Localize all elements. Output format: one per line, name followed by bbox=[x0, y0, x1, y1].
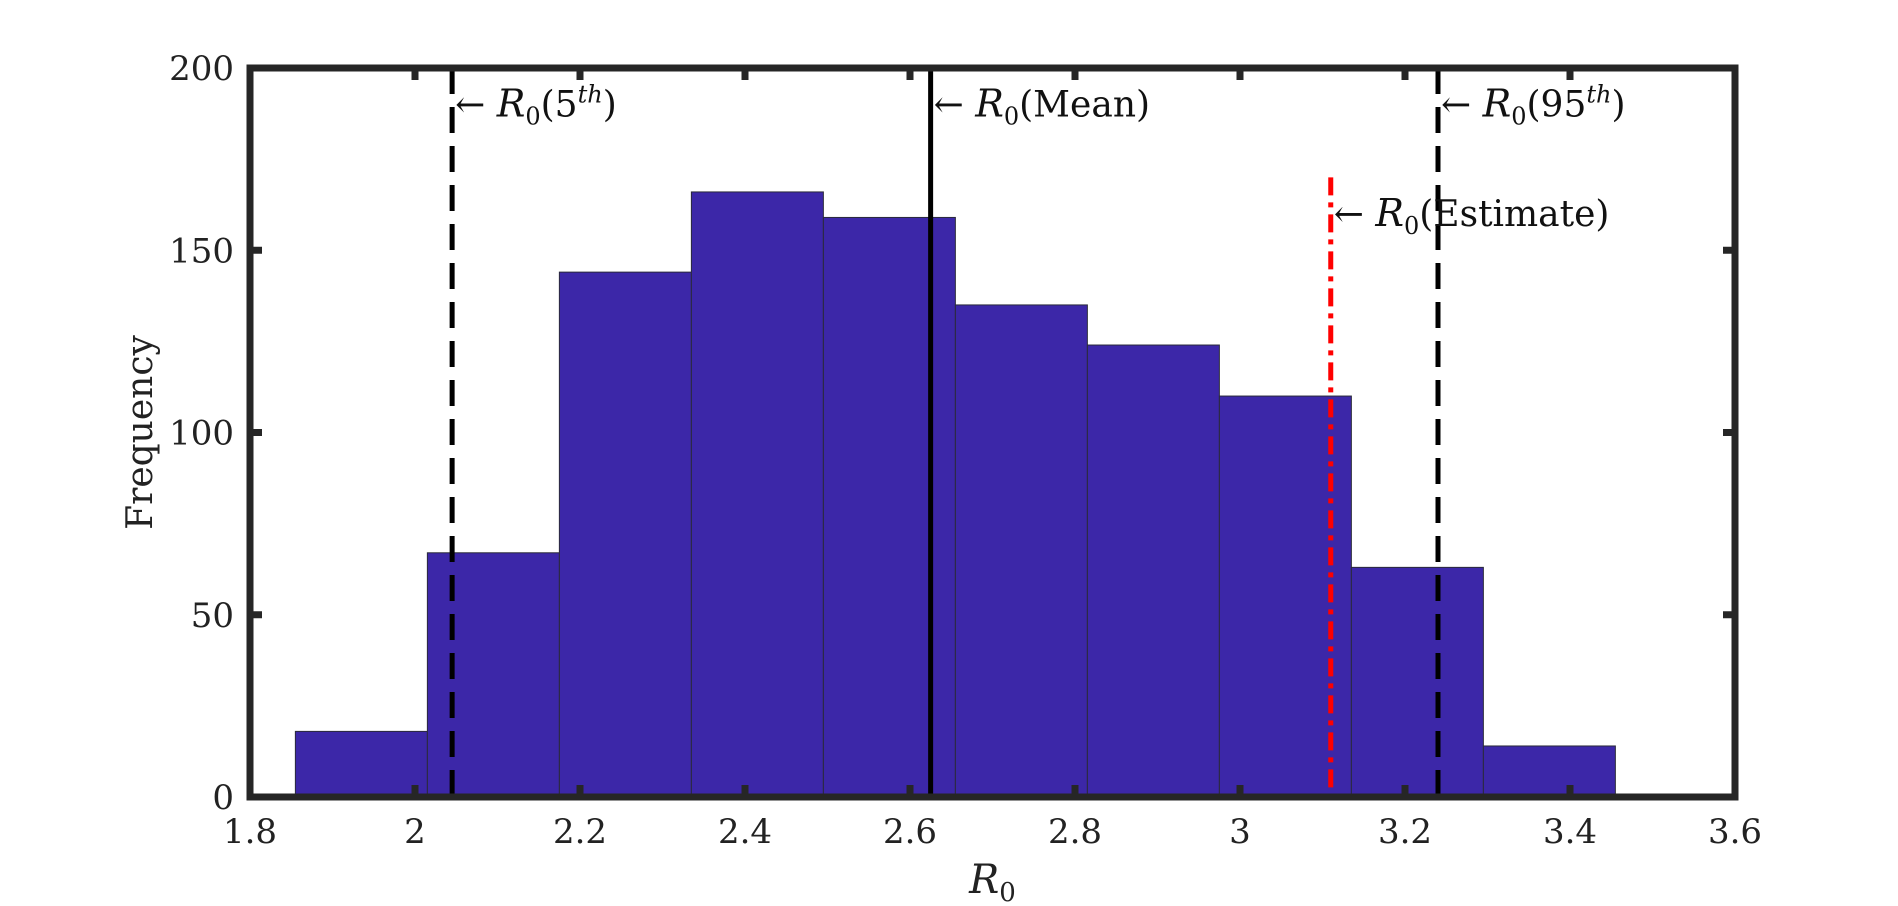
ref-label-p5: ← R0(5th) bbox=[455, 80, 617, 130]
x-axis-label: R0 bbox=[968, 857, 1016, 906]
y-tick-label: 50 bbox=[191, 596, 234, 636]
y-tick-label: 0 bbox=[212, 778, 234, 818]
histogram-bar-7 bbox=[1086, 344, 1220, 798]
ref-label-mean: ← R0(Mean) bbox=[934, 81, 1150, 130]
x-tick-label: 3.4 bbox=[1543, 812, 1597, 852]
histogram-bar-4 bbox=[690, 191, 824, 798]
histogram-bar-5 bbox=[822, 216, 956, 798]
histogram-bar-6 bbox=[954, 304, 1088, 798]
x-tick-label: 2 bbox=[404, 812, 426, 852]
reference-lines bbox=[449, 68, 1441, 797]
histogram-bar-10 bbox=[1482, 745, 1616, 798]
ref-label-p95: ← R0(95th) bbox=[1441, 80, 1626, 130]
x-tick-label: 1.8 bbox=[223, 812, 277, 852]
histogram-bar-9 bbox=[1350, 566, 1484, 798]
x-tick-label: 2.6 bbox=[883, 812, 937, 852]
x-axis-ticks: 1.8 2 2.2 2.4 2.6 2.8 3 3.2 3.4 3.6 bbox=[223, 68, 1762, 852]
x-tick-label: 2.8 bbox=[1048, 812, 1102, 852]
y-tick-label: 150 bbox=[169, 231, 234, 271]
x-tick-label: 3.2 bbox=[1378, 812, 1432, 852]
y-axis-ticks: 0 50 100 150 200 bbox=[169, 49, 1735, 818]
x-tick-label: 3 bbox=[1229, 812, 1251, 852]
histogram-bar-3 bbox=[558, 271, 692, 798]
ref-label-estimate: ← R0(Estimate) bbox=[1334, 191, 1610, 240]
x-tick-label: 3.6 bbox=[1708, 812, 1762, 852]
y-tick-label: 200 bbox=[169, 49, 234, 89]
x-tick-label: 2.2 bbox=[553, 812, 607, 852]
histogram-bar-1 bbox=[294, 730, 428, 798]
x-tick-label: 2.4 bbox=[718, 812, 772, 852]
y-axis-label: Frequency bbox=[120, 334, 161, 529]
reference-annotations: ← R0(5th) ← R0(Mean) ← R0(95th) ← R0(Estima… bbox=[455, 80, 1625, 239]
y-tick-label: 100 bbox=[169, 414, 234, 454]
histogram-bar-2 bbox=[426, 552, 560, 798]
histogram-bars bbox=[294, 191, 1616, 798]
